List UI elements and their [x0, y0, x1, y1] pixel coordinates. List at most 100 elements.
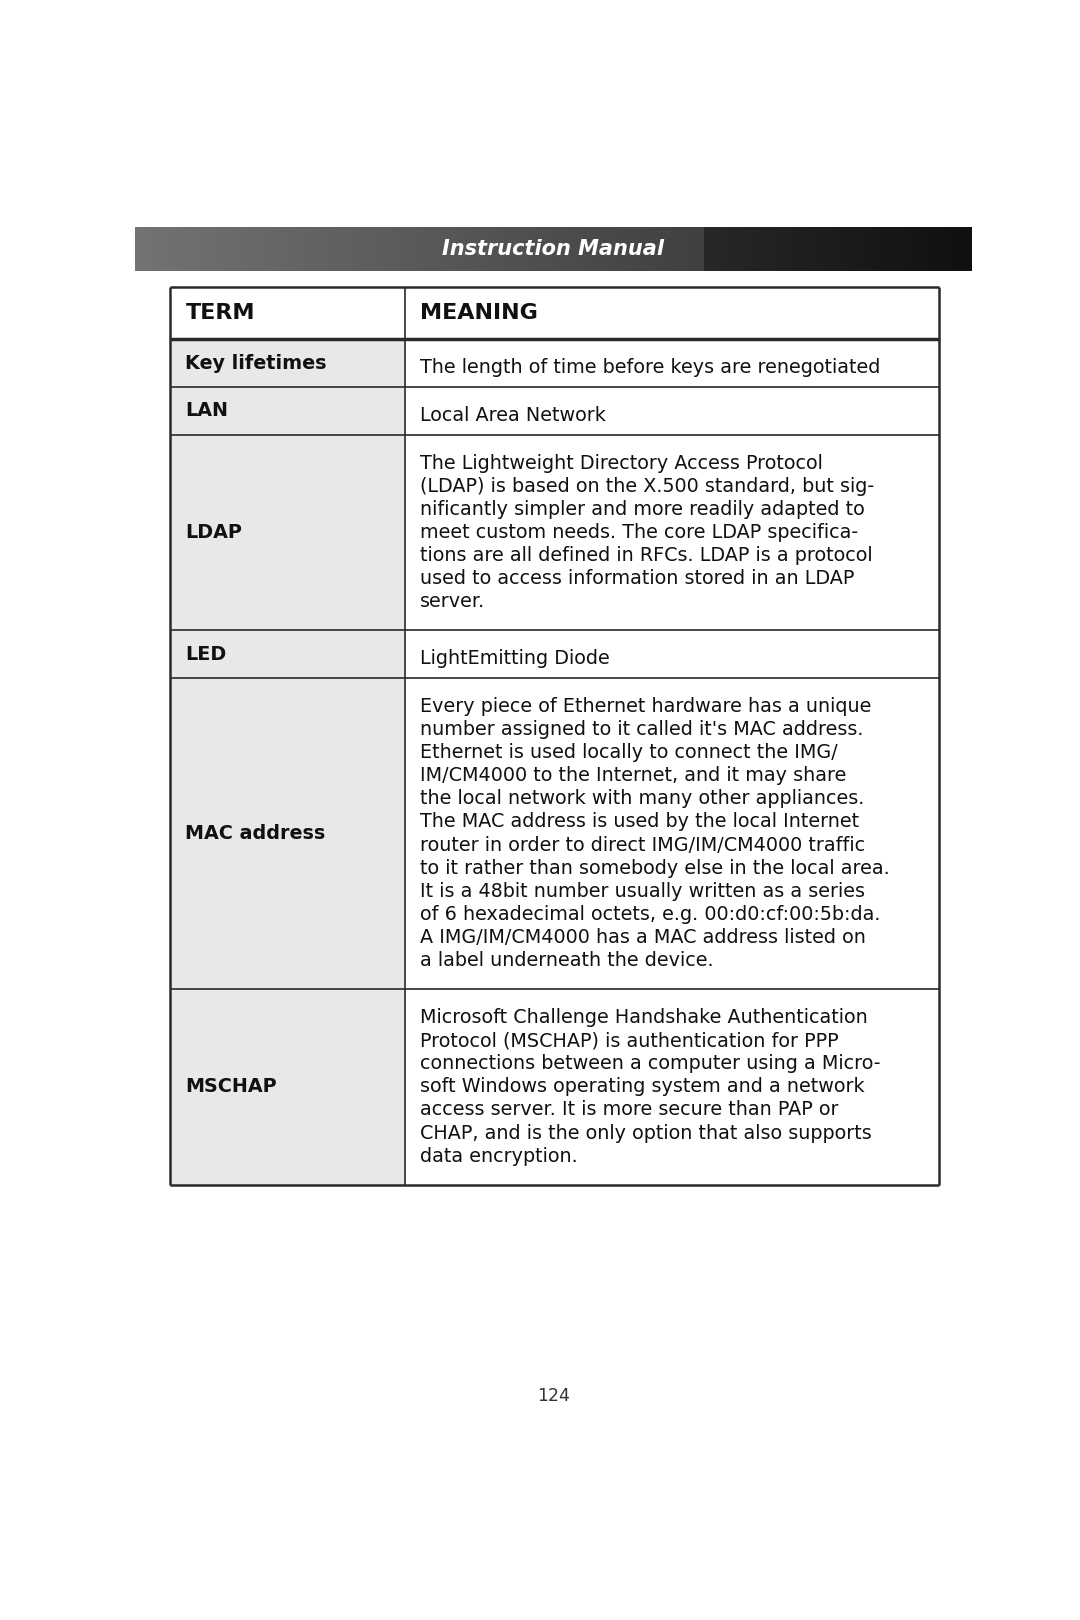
Text: CHAP, and is the only option that also supports: CHAP, and is the only option that also s… — [420, 1124, 872, 1142]
Bar — [896, 227, 902, 272]
Bar — [198, 227, 203, 272]
Bar — [642, 227, 646, 272]
Bar — [454, 227, 458, 272]
Bar — [449, 227, 454, 272]
Bar — [554, 227, 558, 272]
Bar — [612, 227, 617, 272]
Bar — [557, 227, 563, 272]
Bar — [503, 227, 509, 272]
Bar — [599, 227, 605, 272]
Text: LED: LED — [186, 645, 227, 664]
Bar — [838, 227, 843, 272]
Bar — [708, 227, 713, 272]
Bar — [696, 227, 701, 272]
Text: LAN: LAN — [186, 402, 228, 420]
Text: LightEmitting Diode: LightEmitting Diode — [420, 650, 610, 667]
Bar — [394, 227, 400, 272]
Bar — [780, 227, 784, 272]
Bar — [859, 227, 864, 272]
Bar — [181, 227, 186, 272]
Bar — [885, 227, 889, 272]
Bar — [151, 227, 157, 272]
Bar — [369, 227, 375, 272]
Bar — [248, 227, 253, 272]
Bar — [294, 227, 299, 272]
Bar — [516, 227, 521, 272]
Bar — [508, 227, 512, 272]
Bar — [483, 227, 487, 272]
Bar — [725, 227, 730, 272]
Bar — [666, 227, 672, 272]
Bar — [767, 227, 772, 272]
Bar — [170, 990, 405, 1184]
Bar — [399, 227, 404, 272]
Bar — [349, 227, 353, 272]
Bar — [729, 227, 734, 272]
Bar — [566, 227, 571, 272]
Bar — [378, 227, 382, 272]
Bar — [671, 227, 676, 272]
Bar — [675, 227, 679, 272]
Bar — [282, 227, 286, 272]
Bar — [951, 227, 956, 272]
Bar — [407, 227, 411, 272]
Bar — [771, 227, 777, 272]
Bar — [588, 227, 592, 272]
Bar — [486, 227, 491, 272]
Bar — [323, 227, 328, 272]
Bar — [382, 227, 387, 272]
Bar — [135, 227, 140, 272]
Bar — [851, 227, 855, 272]
Bar — [934, 227, 940, 272]
Bar — [405, 630, 940, 677]
Text: Key lifetimes: Key lifetimes — [186, 353, 327, 373]
Bar — [733, 227, 739, 272]
Bar — [650, 227, 654, 272]
Bar — [423, 227, 429, 272]
Bar — [260, 227, 266, 272]
Bar — [387, 227, 391, 272]
Bar — [202, 227, 207, 272]
Bar — [863, 227, 868, 272]
Bar — [595, 227, 600, 272]
Bar — [457, 227, 462, 272]
Bar — [298, 227, 303, 272]
Bar — [583, 227, 588, 272]
Bar — [405, 387, 940, 434]
Bar — [746, 227, 751, 272]
Bar — [646, 227, 650, 272]
Bar — [365, 227, 370, 272]
Bar — [156, 227, 161, 272]
Bar — [269, 227, 274, 272]
Text: soft Windows operating system and a network: soft Windows operating system and a netw… — [420, 1077, 865, 1097]
Bar — [416, 227, 420, 272]
Bar — [762, 227, 768, 272]
Text: Ethernet is used locally to connect the IMG/: Ethernet is used locally to connect the … — [420, 744, 838, 761]
Bar — [968, 227, 973, 272]
Text: used to access information stored in an LDAP: used to access information stored in an … — [420, 569, 854, 588]
Bar — [177, 227, 181, 272]
Bar — [822, 227, 826, 272]
Bar — [528, 227, 534, 272]
Text: Every piece of Ethernet hardware has a unique: Every piece of Ethernet hardware has a u… — [420, 697, 872, 716]
Text: access server. It is more secure than PAP or: access server. It is more secure than PA… — [420, 1100, 838, 1119]
Bar — [521, 227, 525, 272]
Bar — [490, 227, 496, 272]
Bar — [285, 227, 291, 272]
Bar — [315, 227, 320, 272]
Bar — [721, 227, 726, 272]
Bar — [742, 227, 746, 272]
Text: 124: 124 — [537, 1387, 570, 1405]
Text: The MAC address is used by the local Internet: The MAC address is used by the local Int… — [420, 813, 860, 831]
Bar — [186, 227, 190, 272]
Bar — [345, 227, 349, 272]
Bar — [273, 227, 278, 272]
Text: Microsoft Challenge Handshake Authentication: Microsoft Challenge Handshake Authentica… — [420, 1008, 868, 1027]
Bar — [633, 227, 638, 272]
Bar — [374, 227, 378, 272]
Bar — [405, 287, 940, 339]
Bar — [170, 434, 405, 630]
Bar — [629, 227, 634, 272]
Bar — [193, 227, 199, 272]
Text: IM/CM4000 to the Internet, and it may share: IM/CM4000 to the Internet, and it may sh… — [420, 766, 847, 786]
